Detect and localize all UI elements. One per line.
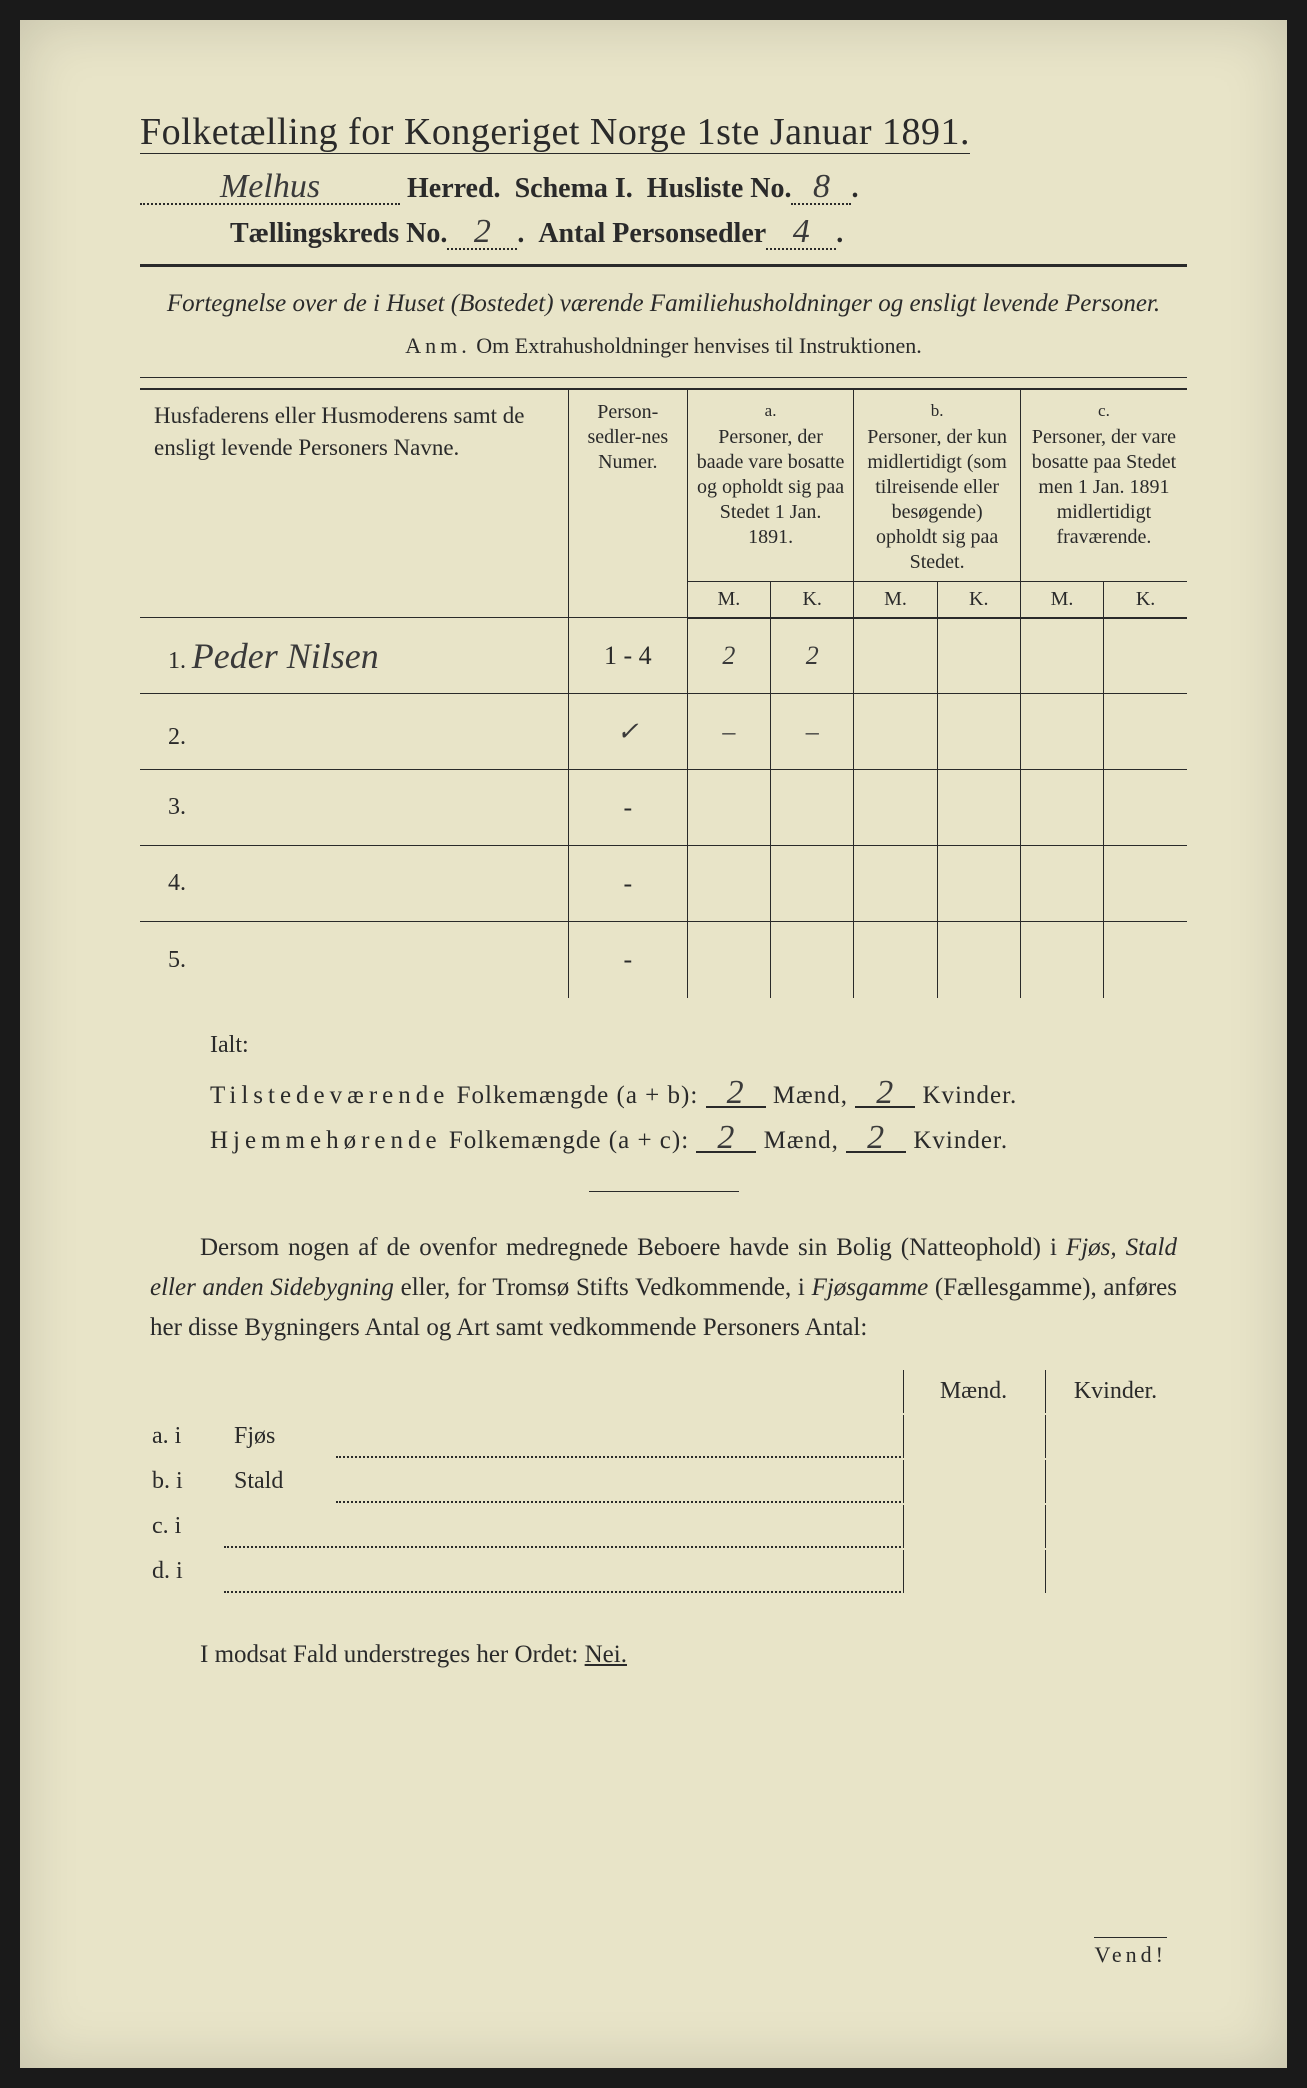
census-form-page: Folketælling for Kongeriget Norge 1ste J… (20, 20, 1287, 2068)
col-c-k: K. (1104, 581, 1187, 618)
bottom-row: b. i Stald (142, 1460, 1185, 1503)
subtitle: Fortegnelse over de i Huset (Bostedet) v… (140, 285, 1187, 323)
tilstede-m: 2 (706, 1079, 766, 1108)
table-row: 3. - (140, 770, 1187, 846)
col-b-m: M. (854, 581, 937, 618)
paragraph: Dersom nogen af de ovenfor medregnede Be… (150, 1228, 1177, 1348)
personsedler-no-field: 4 (766, 217, 836, 250)
hjemme-line: Hjemmehørende Folkemængde (a + c): 2 Mæn… (210, 1124, 1187, 1155)
hjemme-m: 2 (696, 1124, 756, 1153)
rule-2 (140, 377, 1187, 378)
header-line-2: Tællingskreds No. 2 . Antal Personsedler… (140, 217, 1187, 250)
rule-1 (140, 264, 1187, 267)
kreds-label: Tællingskreds No. (230, 218, 447, 250)
husliste-no-field: 8 (791, 172, 851, 205)
anm-line: Anm. Om Extrahusholdninger henvises til … (140, 333, 1187, 359)
table-row: 4. - (140, 846, 1187, 922)
bottom-kvinder-header: Kvinder. (1045, 1370, 1185, 1413)
col-name-header: Husfaderens eller Husmoderens samt de en… (140, 389, 568, 618)
header-line-1: Melhus Herred. Schema I. Husliste No. 8 … (140, 172, 1187, 205)
col-b-header: b. Personer, der kun midlertidigt (som t… (854, 389, 1021, 582)
ialt-label: Ialt: (210, 1032, 1187, 1059)
hjemme-k: 2 (846, 1124, 906, 1153)
col-c-m: M. (1020, 581, 1103, 618)
col-numer-header: Person-sedler-nes Numer. (568, 389, 687, 618)
bottom-row: a. i Fjøs (142, 1415, 1185, 1458)
bottom-table: Mænd. Kvinder. a. i Fjøs b. i Stald c. i… (140, 1368, 1187, 1595)
table-body: 1. Peder Nilsen 1 - 4 2 2 2. ✓ – – (140, 618, 1187, 998)
col-a-m: M. (687, 581, 770, 618)
main-title: Folketælling for Kongeriget Norge 1ste J… (140, 110, 1187, 158)
main-table: Husfaderens eller Husmoderens samt de en… (140, 388, 1187, 998)
col-c-header: c. Personer, der vare bosatte paa Stedet… (1020, 389, 1187, 582)
short-rule (589, 1191, 739, 1192)
schema-label: Schema I. (515, 173, 633, 205)
tilstede-line: Tilstedeværende Folkemængde (a + b): 2 M… (210, 1079, 1187, 1110)
kreds-no-field: 2 (447, 217, 517, 250)
vend-label: Vend! (1094, 1937, 1167, 1968)
nei-line: I modsat Fald understreges her Ordet: Ne… (200, 1641, 1187, 1669)
herred-field: Melhus (140, 172, 400, 205)
bottom-row: d. i (142, 1550, 1185, 1593)
table-row: 2. ✓ – – (140, 694, 1187, 770)
table-row: 1. Peder Nilsen 1 - 4 2 2 (140, 618, 1187, 694)
col-a-header: a. Personer, der baade vare bosatte og o… (687, 389, 854, 582)
husliste-label: Husliste No. (647, 173, 792, 205)
tilstede-k: 2 (855, 1079, 915, 1108)
personsedler-label: Antal Personsedler (538, 218, 766, 250)
herred-label: Herred. (407, 173, 501, 205)
bottom-row: c. i (142, 1505, 1185, 1548)
bottom-maend-header: Mænd. (903, 1370, 1043, 1413)
col-a-k: K. (771, 581, 854, 618)
table-row: 5. - (140, 922, 1187, 998)
col-b-k: K. (937, 581, 1020, 618)
